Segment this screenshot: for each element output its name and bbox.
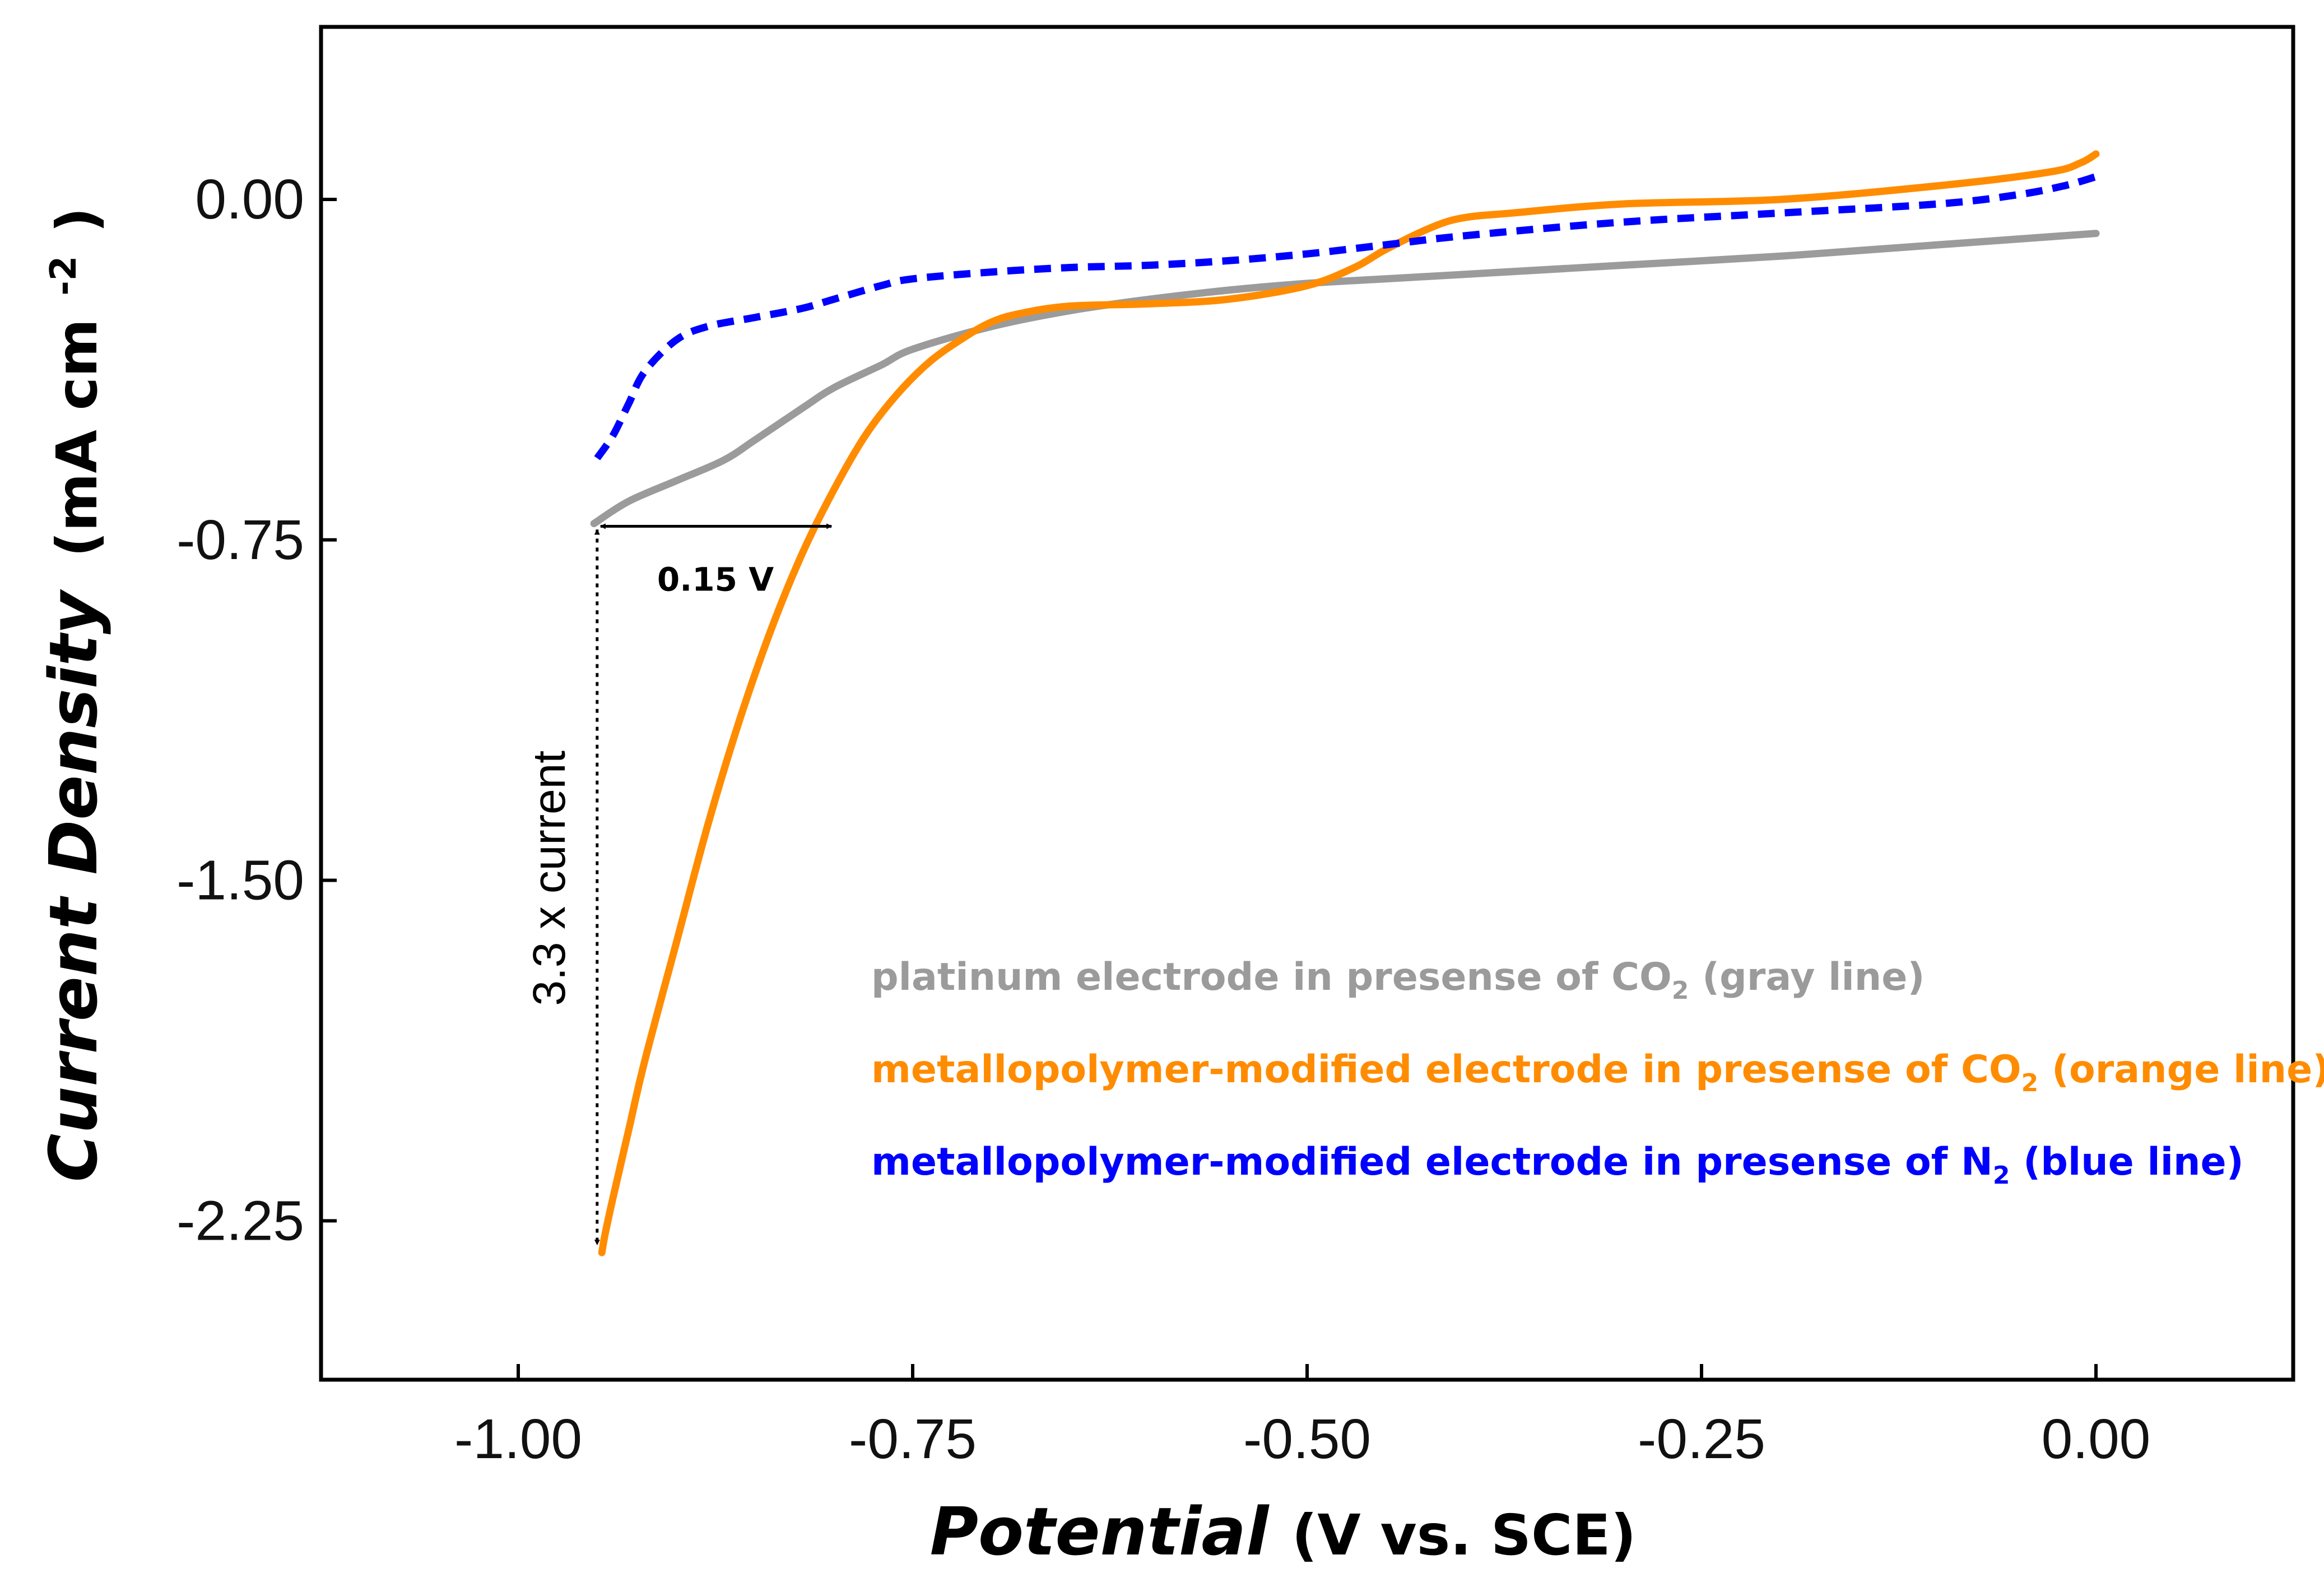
y-axis-label: Current Density (mA cm -2 ): [35, 207, 112, 1182]
legend: platinum electrode in presense of CO2 (g…: [871, 955, 2324, 1190]
y-tick-label: -1.50: [176, 849, 304, 912]
y-tick-label: 0.00: [195, 168, 304, 231]
legend-orange-post: (orange line): [2038, 1048, 2324, 1092]
x-tick-label: -0.75: [849, 1408, 977, 1470]
series-line-gray: [590, 230, 2100, 528]
x-axis-ticks: -1.00 -0.75 -0.50 -0.25 0.00: [454, 1364, 2150, 1470]
y-tick-label: -2.25: [176, 1189, 304, 1252]
x-axis-label-main: Potential: [930, 1493, 1270, 1570]
legend-gray-post: (gray line): [1689, 955, 1925, 999]
legend-blue-text: metallopolymer-modified electrode in pre…: [871, 1140, 1993, 1184]
legend-entry-gray: platinum electrode in presense of CO2 (g…: [871, 955, 1925, 1005]
potential-shift-label: 0.15 V: [657, 560, 774, 598]
x-axis-label-units: (V vs. SCE): [1292, 1502, 1637, 1568]
legend-blue-sub: 2: [1993, 1161, 2010, 1190]
y-axis-label-units: (mA cm: [44, 319, 110, 557]
y-axis-ticks: 0.00 -0.75 -1.50 -2.25: [176, 168, 337, 1252]
legend-orange-sub: 2: [2021, 1069, 2039, 1097]
x-tick-label: -0.50: [1243, 1408, 1371, 1470]
x-tick-label: 0.00: [2042, 1408, 2151, 1470]
x-tick-label: -1.00: [454, 1408, 582, 1470]
y-tick-label: -0.75: [176, 509, 304, 571]
current-ratio-label: 3.3 x current: [524, 751, 575, 1006]
annotations: 0.15 V 3.3 x current: [524, 523, 833, 1246]
legend-entry-blue: metallopolymer-modified electrode in pre…: [871, 1140, 2244, 1190]
series-line-orange: [598, 150, 2100, 1256]
y-axis-label-exponent: -2: [43, 256, 85, 296]
x-axis-label: Potential (V vs. SCE): [930, 1493, 1637, 1570]
legend-orange-text: metallopolymer-modified electrode in pre…: [871, 1048, 2021, 1092]
y-axis-label-close: ): [44, 207, 110, 233]
legend-gray-text: platinum electrode in presense of CO: [871, 955, 1672, 999]
data-series: [590, 150, 2100, 1256]
series-line-blue: [594, 173, 2097, 460]
legend-blue-post: (blue line): [2010, 1140, 2243, 1184]
legend-entry-orange: metallopolymer-modified electrode in pre…: [871, 1048, 2324, 1097]
y-axis-label-main: Current Density: [35, 589, 112, 1183]
legend-gray-sub: 2: [1672, 976, 1689, 1005]
x-tick-label: -0.25: [1638, 1408, 1765, 1470]
